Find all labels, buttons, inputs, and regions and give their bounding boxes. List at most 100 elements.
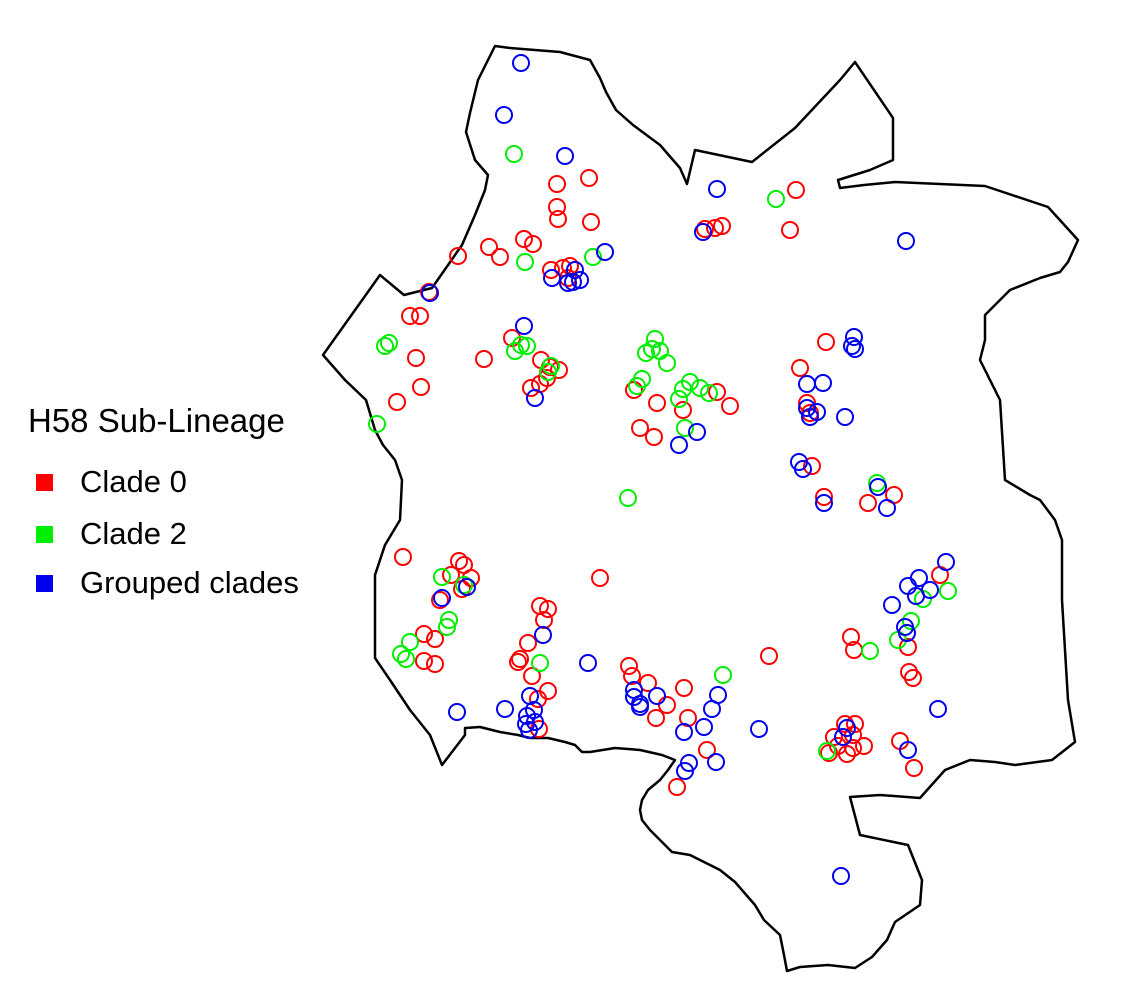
point-clade-0 — [442, 566, 460, 584]
point-clade-0 — [539, 682, 557, 700]
point-grouped-clades — [846, 340, 864, 358]
point-grouped-clades — [814, 374, 832, 392]
point-grouped-clades — [515, 317, 533, 335]
point-clade-0 — [491, 248, 509, 266]
point-grouped-clades — [815, 494, 833, 512]
point-grouped-clades — [496, 700, 514, 718]
point-clade-0 — [535, 611, 553, 629]
point-grouped-clades — [579, 654, 597, 672]
point-clade-0 — [411, 307, 429, 325]
point-clade-2 — [392, 645, 410, 663]
point-grouped-clades — [534, 626, 552, 644]
point-grouped-clades — [798, 375, 816, 393]
point-clade-0 — [791, 359, 809, 377]
point-clade-2 — [505, 145, 523, 163]
point-clade-2 — [700, 384, 718, 402]
point-clade-2 — [438, 618, 456, 636]
point-grouped-clades — [869, 478, 887, 496]
point-clade-2 — [902, 612, 920, 630]
point-clade-0 — [450, 552, 468, 570]
point-clade-2 — [512, 336, 530, 354]
point-grouped-clades — [838, 719, 856, 737]
legend-label-grouped-clades: Grouped clades — [80, 565, 299, 600]
point-clade-0 — [407, 349, 425, 367]
point-grouped-clades — [526, 389, 544, 407]
point-grouped-clades — [670, 436, 688, 454]
point-clade-0 — [905, 759, 923, 777]
point-grouped-clades — [899, 741, 917, 759]
point-grouped-clades — [836, 408, 854, 426]
point-clade-0 — [412, 378, 430, 396]
legend-label-clade-2: Clade 2 — [80, 516, 187, 551]
region-outline — [321, 44, 1080, 973]
point-clade-0 — [394, 548, 412, 566]
point-clade-0 — [721, 397, 739, 415]
point-clade-0 — [645, 428, 663, 446]
point-clade-0 — [639, 674, 657, 692]
point-grouped-clades — [695, 718, 713, 736]
point-grouped-clades — [543, 269, 561, 287]
point-clade-2 — [518, 337, 536, 355]
point-clade-0 — [388, 393, 406, 411]
point-clade-2 — [767, 190, 785, 208]
legend-item-clade-0: Clade 0 — [36, 464, 187, 499]
point-clade-0 — [539, 600, 557, 618]
point-clade-0 — [708, 383, 726, 401]
point-clade-0 — [674, 401, 692, 419]
point-clade-0 — [844, 739, 862, 757]
point-clade-0 — [529, 690, 547, 708]
point-clade-2 — [939, 582, 957, 600]
point-clade-0 — [838, 745, 856, 763]
point-grouped-clades — [694, 223, 712, 241]
point-grouped-clades — [883, 596, 901, 614]
point-grouped-clades — [571, 271, 589, 289]
point-clade-0 — [817, 333, 835, 351]
point-clade-2 — [818, 742, 836, 760]
point-clade-0 — [401, 307, 419, 325]
legend-swatch-clade-0 — [36, 473, 53, 491]
point-clade-0 — [842, 628, 860, 646]
point-clade-0 — [787, 181, 805, 199]
point-grouped-clades — [834, 728, 852, 746]
point-clade-0 — [511, 650, 529, 668]
point-clade-0 — [798, 394, 816, 412]
point-clade-2 — [433, 568, 451, 586]
point-clade-0 — [820, 744, 838, 762]
point-clade-2 — [628, 377, 646, 395]
point-grouped-clades — [929, 700, 947, 718]
point-clade-0 — [668, 778, 686, 796]
point-clade-2 — [368, 415, 386, 433]
point-grouped-clades — [898, 624, 916, 642]
point-clade-2 — [670, 390, 688, 408]
point-clade-0 — [675, 679, 693, 697]
point-clade-0 — [475, 350, 493, 368]
point-clade-2 — [861, 642, 879, 660]
point-clade-2 — [658, 354, 676, 372]
point-clade-2 — [619, 489, 637, 507]
point-clade-0 — [825, 728, 843, 746]
point-clade-2 — [455, 576, 473, 594]
point-grouped-clades — [458, 578, 476, 596]
point-clade-0 — [449, 247, 467, 265]
point-clade-0 — [803, 457, 821, 475]
point-clade-2 — [676, 419, 694, 437]
point-grouped-clades — [433, 589, 451, 607]
point-clade-2 — [397, 650, 415, 668]
point-grouped-clades — [559, 274, 577, 292]
point-clade-2 — [380, 334, 398, 352]
point-clade-0 — [582, 213, 600, 231]
point-grouped-clades — [495, 106, 513, 124]
point-clade-0 — [415, 625, 433, 643]
point-grouped-clades — [688, 423, 706, 441]
point-clade-0 — [431, 591, 449, 609]
point-clade-0 — [415, 652, 433, 670]
point-clade-0 — [648, 394, 666, 412]
point-clade-0 — [426, 630, 444, 648]
point-grouped-clades — [897, 232, 915, 250]
point-clade-0 — [591, 569, 609, 587]
point-grouped-clades — [798, 399, 816, 417]
point-clade-2 — [691, 379, 709, 397]
point-clade-0 — [859, 494, 877, 512]
data-points — [368, 54, 957, 885]
